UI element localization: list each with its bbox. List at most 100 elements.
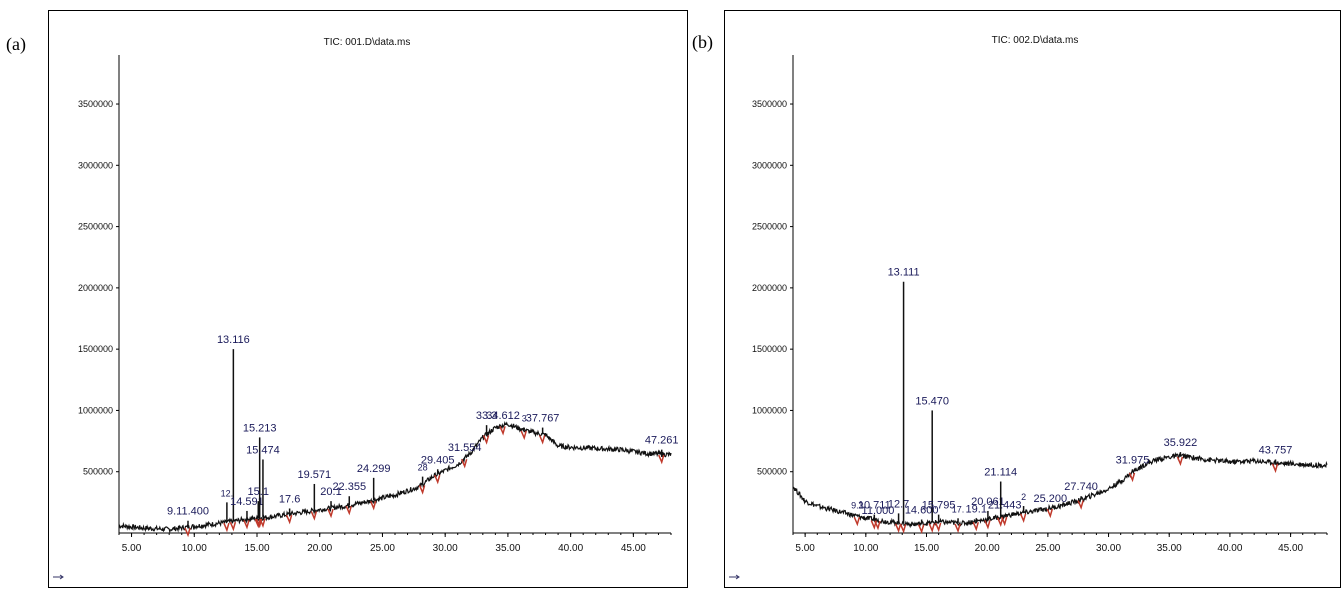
peak-marker — [482, 435, 490, 445]
peak-label: 22.355 — [332, 481, 366, 493]
peak-label: 15.1 — [248, 486, 269, 498]
y-tick-label: 1500000 — [78, 344, 113, 354]
chromatogram-a-plot: TIC: 001.D\data.ms 500000 1000000 1500000 20… — [53, 37, 679, 580]
arrow-icon — [53, 574, 64, 580]
peak-marker — [997, 517, 1004, 528]
x-tick-label: 20.00 — [307, 543, 332, 554]
peak-label: 31.975 — [1116, 454, 1150, 466]
peak-marker — [1176, 456, 1184, 467]
peak-marker — [917, 524, 925, 534]
peak-label: 12. — [221, 488, 234, 498]
peak-marker — [1046, 508, 1054, 519]
peak-label: 15.795 — [922, 500, 956, 512]
x-tick-label: 10.00 — [182, 543, 207, 554]
peak-marker — [369, 500, 377, 511]
peak-marker — [899, 524, 907, 534]
peak-label: 19.571 — [298, 469, 332, 481]
peak-marker — [499, 426, 506, 436]
y-tick-label: 1000000 — [752, 405, 787, 415]
y-tick-label: 2000000 — [752, 283, 787, 293]
peak-marker — [434, 474, 441, 485]
peak-label: 29.405 — [421, 454, 455, 466]
x-tick-label: 15.00 — [244, 543, 269, 554]
chromatogram-b-plot: TIC: 002.D\data.ms 500000 1000000 1500000 20… — [729, 35, 1328, 580]
peak-label: 25.200 — [1033, 493, 1067, 505]
peak-marker — [243, 519, 250, 530]
peak-label: 33.3 — [476, 410, 497, 422]
peak-label: 14.591 — [230, 496, 264, 508]
y-tick-label: 2500000 — [752, 222, 787, 232]
arrow-icon — [729, 574, 740, 580]
x-tick-label: 25.00 — [1035, 543, 1060, 554]
peak-label: 37.767 — [526, 413, 560, 425]
peak-label: 19.1 — [966, 503, 987, 515]
peak-label: 3 — [522, 414, 527, 424]
peak-label: 21.443 — [988, 500, 1022, 512]
peak-marker — [1019, 513, 1027, 524]
peak-label: 11.000 — [862, 505, 895, 517]
x-tick-label: 5.00 — [795, 543, 815, 554]
peak-marker — [1000, 516, 1008, 527]
x-tick-label: 35.00 — [1157, 543, 1182, 554]
peak-label: 35.922 — [1164, 437, 1198, 449]
x-tick-label: 45.00 — [1278, 543, 1303, 554]
x-tick-label: 40.00 — [558, 543, 583, 554]
peak-label: 9.3 — [851, 501, 864, 511]
y-tick-label: 3500000 — [752, 99, 787, 109]
peak-marker — [184, 527, 191, 538]
x-tick-label: 15.00 — [914, 543, 939, 554]
peak-label: 27.740 — [1064, 481, 1098, 493]
peak-label: 2 — [1021, 492, 1026, 502]
peak-marker — [285, 514, 293, 525]
y-tick-label: 3000000 — [78, 160, 113, 170]
panel-label-a: (a) — [6, 34, 26, 54]
peak-marker — [229, 521, 237, 532]
peak-marker — [934, 522, 942, 533]
peak-marker — [460, 458, 468, 469]
peak-label: 14.600 — [905, 505, 939, 517]
peak-label: 13.116 — [217, 334, 250, 346]
peak-label: 20.061 — [971, 496, 1005, 508]
peak-label: 20.1 — [320, 486, 341, 498]
peak-label: 13.111 — [888, 267, 920, 279]
peak-label: 17. — [952, 504, 965, 514]
x-tick-label: 40.00 — [1217, 543, 1242, 554]
peak-label: 31.554 — [448, 442, 482, 454]
peak-marker — [259, 518, 266, 528]
peak-label: 10.711 — [858, 500, 891, 512]
x-tick-label: 25.00 — [370, 543, 395, 554]
peak-label: 15.470 — [915, 395, 949, 407]
y-tick-label: 500000 — [83, 467, 113, 477]
peak-label: 34.612 — [486, 410, 520, 422]
panel-label-b: (b) — [692, 32, 713, 52]
peak-marker — [538, 435, 546, 445]
peak-marker — [310, 511, 318, 521]
x-tick-label: 20.00 — [975, 543, 1000, 554]
peak-marker — [1128, 472, 1136, 483]
x-tick-label: 5.00 — [122, 543, 142, 554]
peak-label: 9.11.400 — [167, 506, 209, 518]
peak-marker — [1271, 463, 1279, 474]
peak-label: 24.299 — [357, 463, 391, 475]
x-tick-label: 35.00 — [495, 543, 520, 554]
peak-label: 15.213 — [243, 422, 277, 434]
peak-marker — [327, 508, 334, 519]
peak-label: 15.474 — [246, 444, 280, 456]
y-tick-label: 3000000 — [752, 160, 787, 170]
y-tick-label: 500000 — [757, 467, 787, 477]
peak-marker — [928, 523, 935, 533]
peak-label: 17.6 — [279, 493, 300, 505]
chromatogram-a: TIC: 001.D\data.ms 500000 1000000 1500000 20… — [48, 10, 688, 588]
y-tick-label: 1000000 — [78, 405, 113, 415]
y-tick-label: 2000000 — [78, 283, 113, 293]
peak-label: 47.261 — [645, 435, 679, 447]
x-tick-label: 10.00 — [853, 543, 878, 554]
y-tick-label: 2500000 — [78, 222, 113, 232]
peak-marker — [853, 516, 861, 527]
peak-marker — [984, 520, 991, 530]
chart-title: TIC: 001.D\data.ms — [324, 37, 411, 48]
peak-marker — [254, 518, 261, 529]
x-tick-label: 45.00 — [621, 543, 646, 554]
chromatogram-b: TIC: 002.D\data.ms 500000 1000000 1500000 20… — [724, 10, 1341, 588]
peak-marker — [874, 520, 881, 531]
